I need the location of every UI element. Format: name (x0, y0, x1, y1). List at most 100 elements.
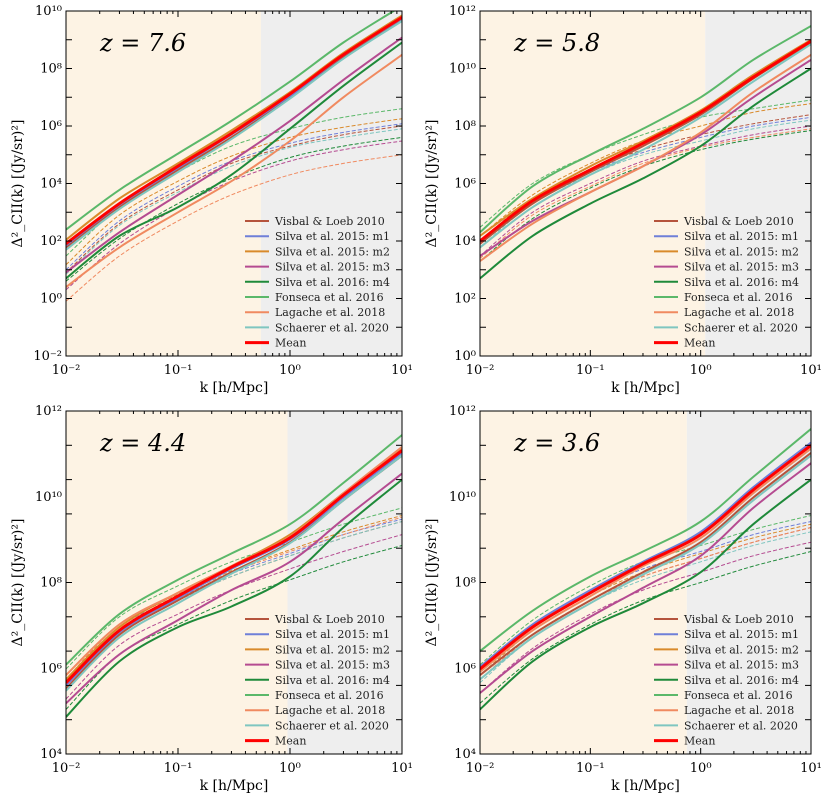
series-line-silva_m4 (480, 67, 811, 280)
series-group (66, 434, 402, 718)
legend-entry: Silva et al. 2015: m2 (684, 245, 799, 258)
y-tick-label: 10⁴ (40, 747, 62, 762)
low-k-region (480, 11, 706, 356)
series-line-schaerer-shot (66, 128, 402, 275)
series-line-silva_m1 (66, 452, 402, 687)
x-tick-label: 10⁰ (279, 363, 301, 378)
y-tick-label: 10² (40, 234, 62, 249)
y-tick-label: 10⁶ (40, 119, 62, 134)
legend-entry: Silva et al. 2015: m1 (275, 230, 390, 243)
y-tick-label: 10⁻² (33, 349, 62, 364)
series-line-silva_m4-shot (66, 136, 402, 282)
x-axis-label: k [h/Mpc] (200, 778, 269, 794)
series-line-silva_m4-shot (480, 130, 811, 262)
y-tick-label: 10⁸ (454, 576, 476, 591)
y-tick-label: 10⁶ (40, 661, 62, 676)
y-tick-label: 10⁴ (454, 234, 476, 249)
x-tick-label: 10⁰ (279, 761, 301, 776)
x-tick-label: 10⁻¹ (576, 363, 605, 378)
series-line-silva_m2 (480, 38, 811, 237)
series-line-lagache-shot (480, 128, 811, 259)
y-axis-label: Δ²_CII(k) [(Jy/sr)²] (424, 519, 440, 647)
y-tick-label: 10² (454, 292, 476, 307)
x-tick-label: 10⁻¹ (576, 761, 605, 776)
x-tick-label: 10⁻² (52, 761, 81, 776)
series-line-silva_m1 (480, 441, 811, 668)
series-line-fonseca (66, 11, 396, 231)
legend-entry: Silva et al. 2016: m4 (684, 674, 799, 687)
x-axis-label: k [h/Mpc] (611, 380, 680, 396)
y-tick-label: 10¹⁰ (35, 490, 62, 505)
legend-entry: Silva et al. 2015: m2 (275, 245, 390, 258)
series-line-visbal (66, 18, 402, 249)
series-line-silva_m3 (66, 472, 402, 705)
legend-entry: Fonseca et al. 2016 (684, 689, 793, 702)
series-line-silva_m2-shot (66, 118, 402, 266)
y-tick-label: 10¹⁰ (35, 4, 62, 19)
low-k-region (66, 411, 288, 754)
legend-entry: Visbal & Loeb 2010 (274, 215, 385, 228)
series-line-schaerer (66, 20, 402, 251)
legend-entry: Silva et al. 2015: m3 (684, 659, 799, 672)
legend-entry: Silva et al. 2015: m3 (275, 261, 390, 274)
legend: Visbal & Loeb 2010 Silva et al. 2015: m1 S… (654, 215, 799, 350)
legend-entry: Lagache et al. 2018 (275, 306, 385, 319)
legend-entry: Schaerer et al. 2020 (684, 321, 798, 334)
legend-entry: Silva et al. 2015: m1 (275, 628, 390, 641)
legend-entry: Mean (684, 735, 715, 748)
legend-entry: Lagache et al. 2018 (684, 306, 794, 319)
x-tick-label: 10¹ (800, 761, 822, 776)
y-tick-label: 10⁰ (454, 349, 476, 364)
series-line-silva_m2-shot (66, 515, 402, 680)
y-tick-label: 10⁰ (40, 292, 62, 307)
series-line-fonseca-shot (66, 507, 402, 670)
series-line-mean (480, 39, 811, 243)
series-line-fonseca (66, 434, 402, 666)
legend-entry: Silva et al. 2015: m2 (275, 643, 390, 656)
series-line-lagache (480, 447, 811, 673)
legend-entry: Silva et al. 2015: m3 (684, 261, 799, 274)
redshift-label: z = 3.6 (513, 429, 600, 457)
x-tick-label: 10¹ (391, 363, 413, 378)
legend-entry: Visbal & Loeb 2010 (683, 215, 794, 228)
legend-entry: Silva et al. 2016: m4 (275, 276, 390, 289)
y-axis-label: Δ²_CII(k) [(Jy/sr)²] (10, 519, 26, 647)
series-line-fonseca (480, 428, 811, 652)
legend-entry: Fonseca et al. 2016 (275, 291, 384, 304)
legend-entry: Lagache et al. 2018 (275, 704, 385, 717)
series-line-silva_m4-shot (480, 551, 811, 704)
legend-entry: Fonseca et al. 2016 (684, 291, 793, 304)
y-tick-label: 10⁴ (40, 177, 62, 192)
y-tick-label: 10¹⁰ (449, 490, 476, 505)
legend-entry: Schaerer et al. 2020 (684, 719, 798, 732)
series-group (480, 428, 811, 711)
series-group (66, 11, 402, 302)
redshift-label: z = 5.8 (513, 29, 600, 57)
legend-entry: Fonseca et al. 2016 (275, 689, 384, 702)
series-line-silva_m4 (480, 478, 811, 711)
x-axis-label: k [h/Mpc] (200, 380, 269, 396)
redshift-label: z = 7.6 (99, 29, 186, 57)
legend-entry: Visbal & Loeb 2010 (274, 613, 385, 626)
legend-entry: Schaerer et al. 2020 (275, 719, 389, 732)
x-tick-label: 10⁻¹ (164, 363, 193, 378)
y-tick-label: 10⁸ (454, 119, 476, 134)
series-group (480, 25, 811, 280)
legend-entry: Silva et al. 2015: m1 (684, 628, 799, 641)
x-tick-label: 10⁻¹ (164, 761, 193, 776)
y-tick-label: 10¹² (449, 4, 476, 19)
legend-entry: Schaerer et al. 2020 (275, 321, 389, 334)
y-tick-label: 10¹⁰ (449, 62, 476, 77)
series-line-silva_m3 (480, 462, 811, 694)
x-tick-label: 10⁻² (466, 363, 495, 378)
y-axis-label: Δ²_CII(k) [(Jy/sr)²] (424, 120, 440, 248)
series-line-fonseca-shot (480, 99, 811, 228)
legend-entry: Silva et al. 2016: m4 (275, 674, 390, 687)
series-line-mean (480, 444, 811, 671)
chart-panel-z76: 10⁻² 10⁻¹ 10⁰ 10¹ 10⁻² 10⁰ 10² 10⁴ 10⁶ 10⁸ 10¹⁰ k [… (10, 4, 413, 396)
legend-entry: Silva et al. 2015: m1 (684, 230, 799, 243)
legend-entry: Mean (684, 337, 715, 350)
series-line-lagache (66, 53, 402, 288)
y-axis-label: Δ²_CII(k) [(Jy/sr)²] (10, 120, 26, 248)
chart-panel-z36: 10⁻² 10⁻¹ 10⁰ 10¹ 10⁴ 10⁶ 10⁸ 10¹⁰ 10¹² k [h/Mpc]… (424, 404, 822, 794)
